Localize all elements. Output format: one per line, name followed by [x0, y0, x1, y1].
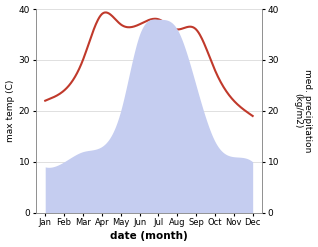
Y-axis label: max temp (C): max temp (C) — [5, 80, 15, 142]
Y-axis label: med. precipitation
(kg/m2): med. precipitation (kg/m2) — [293, 69, 313, 153]
X-axis label: date (month): date (month) — [110, 231, 188, 242]
